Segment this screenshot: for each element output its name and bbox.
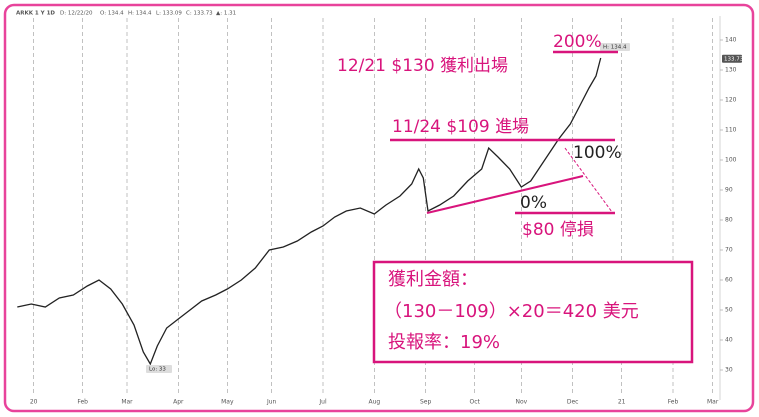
y-tick-label: 120: [725, 97, 737, 104]
annotation: 200%: [553, 32, 602, 52]
summary-line: 獲利金額：: [388, 269, 478, 290]
x-tick-label: Dec: [567, 399, 579, 406]
trend-line: [426, 175, 584, 214]
header-item: C: 133.73: [186, 11, 213, 17]
y-tick-label: 90: [725, 187, 733, 194]
y-tick-label: 60: [725, 277, 733, 284]
y-tick-label: 140: [725, 37, 737, 44]
x-tick-label: 20: [30, 399, 38, 406]
y-tick-label: 70: [725, 247, 733, 254]
annotation: $80 停損: [522, 220, 594, 240]
low-badge-bg: [146, 365, 172, 373]
annotation: 0%: [520, 193, 547, 213]
projection-line: [564, 147, 613, 213]
x-tick-label: May: [221, 399, 234, 406]
header-item: ARKK 1 Y 1D: [16, 11, 55, 17]
annotation: 12/21 $130 獲利出場: [337, 56, 508, 76]
y-tick-label: 110: [725, 127, 737, 134]
y-tick-label: 130: [725, 67, 737, 74]
y-tick-label: 100: [725, 157, 737, 164]
x-tick-label: Mar: [121, 399, 133, 406]
x-tick-label: 21: [618, 399, 626, 406]
x-tick-label: Apr: [173, 399, 184, 406]
summary-line: 投報率：19%: [388, 332, 500, 353]
y-tick-label: 50: [725, 307, 733, 314]
x-tick-label: Feb: [668, 399, 679, 406]
x-tick-label: Aug: [368, 399, 380, 406]
price-tag-bg: [722, 54, 742, 63]
header-item: D: 12/22/20: [60, 11, 93, 17]
summary-line: （130－109）×20＝420 美元: [384, 301, 639, 322]
x-tick-label: Mar: [707, 399, 719, 406]
header-item: ▲: 1.31: [216, 11, 236, 17]
x-tick-label: Jul: [318, 399, 327, 406]
header-item: H: 134.4: [128, 11, 152, 17]
y-tick-label: 30: [725, 367, 733, 374]
y-tick-label: 80: [725, 217, 733, 224]
annotation: 100%: [573, 143, 622, 163]
header: ARKK 1 Y 1D D: 12/22/20 O: 134.4 H: 134.…: [16, 11, 236, 17]
header-item: L: 133.09: [156, 11, 182, 17]
annotation: 11/24 $109 進場: [392, 117, 529, 137]
summary-box: [372, 260, 694, 364]
x-tick-label: Jun: [266, 399, 277, 406]
x-tick-label: Oct: [469, 399, 480, 406]
price-tag: 133.73: [724, 56, 744, 62]
x-tick-label: Feb: [77, 399, 88, 406]
y-tick-label: 40: [725, 337, 733, 344]
x-tick-label: Nov: [515, 399, 527, 406]
high-badge: H: 134.4: [603, 45, 627, 51]
low-badge: Lo: 33: [149, 367, 166, 373]
price-line: [17, 57, 602, 366]
header-item: O: 134.4: [100, 11, 124, 17]
high-badge-bg: [600, 43, 630, 51]
x-tick-label: Sep: [420, 399, 432, 406]
